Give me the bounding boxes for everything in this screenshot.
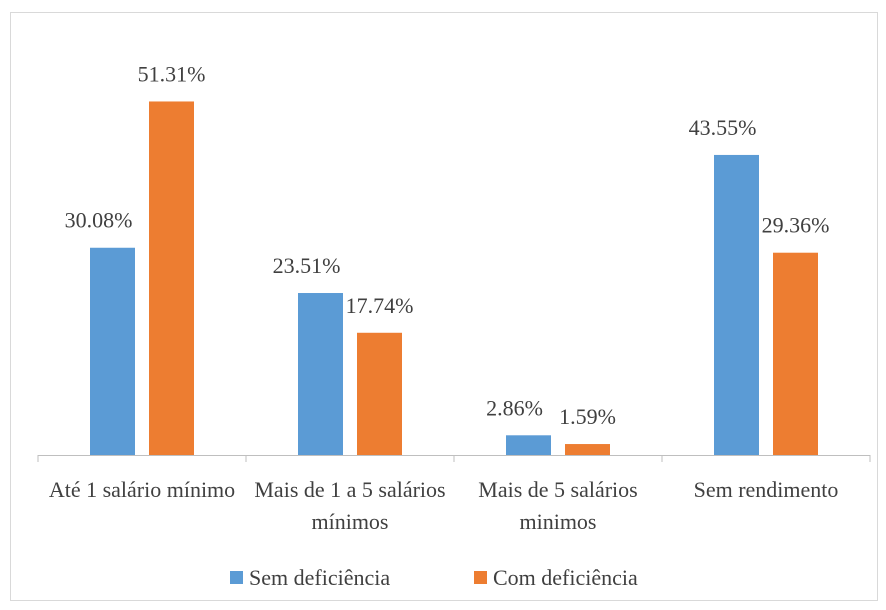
legend-swatch <box>474 571 487 584</box>
data-label: 51.31% <box>138 61 206 86</box>
bar <box>357 332 402 455</box>
data-label: 2.86% <box>486 395 543 420</box>
x-tick-label: Mais de 1 a 5 salários mínimos <box>254 477 446 534</box>
data-label: 17.74% <box>346 293 414 318</box>
bar <box>506 435 551 455</box>
data-label: 23.51% <box>273 253 341 278</box>
legend-label: Sem deficiência <box>249 565 390 590</box>
bar <box>90 247 135 455</box>
bar <box>565 444 610 455</box>
data-label: 43.55% <box>689 115 757 140</box>
bar <box>714 154 759 456</box>
x-tick-label: Sem rendimento <box>693 477 839 502</box>
data-label: 29.36% <box>762 213 830 238</box>
x-tick-label: Até 1 salário mínimo <box>48 477 236 502</box>
data-label: 30.08% <box>65 208 133 233</box>
bar <box>298 293 343 455</box>
x-tick-label: Mais de 5 salários minimos <box>478 477 638 534</box>
data-label: 1.59% <box>559 404 616 429</box>
bar <box>773 252 818 455</box>
legend-swatch <box>230 571 243 584</box>
bar <box>149 101 194 456</box>
legend-label: Com deficiência <box>493 565 638 590</box>
